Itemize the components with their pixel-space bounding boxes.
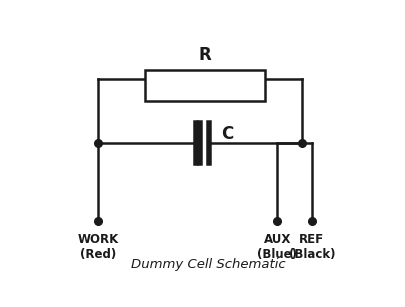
Text: WORK
(Red): WORK (Red) <box>77 233 118 261</box>
Text: R: R <box>198 46 211 64</box>
Bar <box>145 70 264 101</box>
Text: C: C <box>221 125 233 143</box>
Text: AUX
(Blue): AUX (Blue) <box>257 233 296 261</box>
Text: Dummy Cell Schematic: Dummy Cell Schematic <box>130 258 285 271</box>
Text: REF
(Black): REF (Black) <box>288 233 335 261</box>
